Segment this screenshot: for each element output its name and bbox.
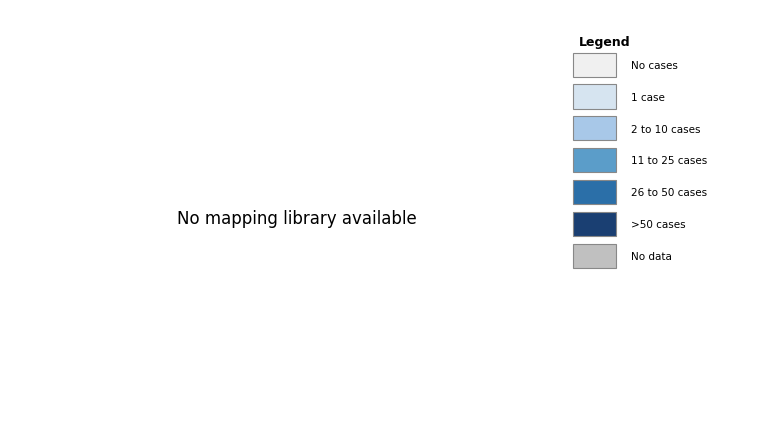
FancyBboxPatch shape <box>573 180 616 205</box>
FancyBboxPatch shape <box>573 117 616 141</box>
Text: No data: No data <box>632 251 672 261</box>
Text: 1 case: 1 case <box>632 92 665 102</box>
Text: No mapping library available: No mapping library available <box>176 210 417 228</box>
Text: >50 cases: >50 cases <box>632 219 686 230</box>
Text: 2 to 10 cases: 2 to 10 cases <box>632 124 701 134</box>
FancyBboxPatch shape <box>573 212 616 237</box>
FancyBboxPatch shape <box>573 85 616 110</box>
FancyBboxPatch shape <box>573 53 616 78</box>
Text: 26 to 50 cases: 26 to 50 cases <box>632 188 707 198</box>
Text: 11 to 25 cases: 11 to 25 cases <box>632 156 707 166</box>
Text: Legend: Legend <box>579 36 631 49</box>
Text: No cases: No cases <box>632 61 679 71</box>
FancyBboxPatch shape <box>573 244 616 268</box>
FancyBboxPatch shape <box>573 149 616 173</box>
